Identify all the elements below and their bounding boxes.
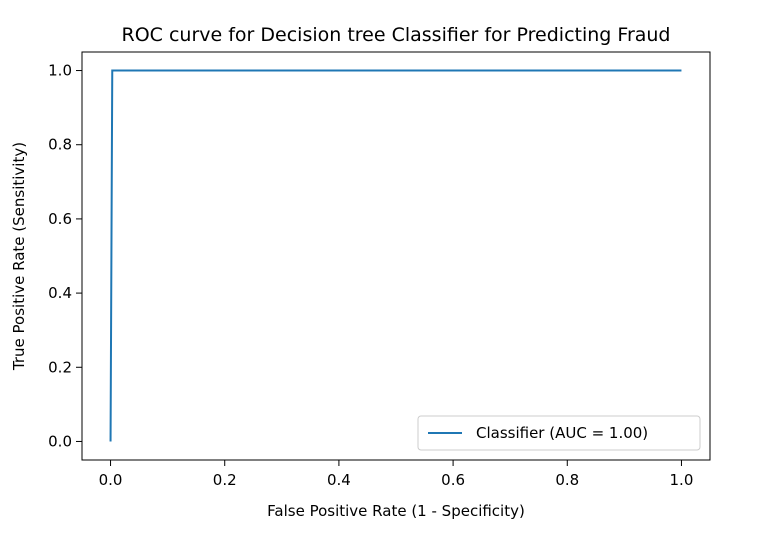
plot-area — [82, 52, 710, 460]
x-tick-label: 0.0 — [99, 471, 123, 489]
x-tick-label: 0.8 — [555, 471, 579, 489]
y-axis-label: True Positive Rate (Sensitivity) — [10, 142, 28, 371]
y-tick-label: 0.4 — [48, 284, 72, 302]
series-layer — [109, 69, 682, 442]
x-tick-label: 0.2 — [213, 471, 237, 489]
legend-label-classifier: Classifier (AUC = 1.00) — [476, 424, 648, 442]
chart-title: ROC curve for Decision tree Classifier f… — [122, 24, 671, 46]
y-axis-ticks: 0.0 0.2 0.4 0.6 0.8 1.0 — [48, 62, 82, 450]
y-tick-label: 0.2 — [48, 358, 72, 376]
x-tick-label: 1.0 — [670, 471, 694, 489]
legend: Classifier (AUC = 1.00) — [417, 415, 701, 451]
y-tick-label: 0.8 — [48, 136, 72, 154]
x-axis-label: False Positive Rate (1 - Specificity) — [267, 502, 525, 520]
series-line-0 — [109, 69, 682, 442]
x-tick-label: 0.4 — [327, 471, 351, 489]
x-tick-label: 0.6 — [441, 471, 465, 489]
x-axis-ticks: 0.0 0.2 0.4 0.6 0.8 1.0 — [99, 460, 694, 489]
legend-box — [417, 415, 701, 451]
y-tick-label: 0.6 — [48, 210, 72, 228]
y-tick-label: 0.0 — [48, 432, 72, 450]
y-tick-label: 1.0 — [48, 62, 72, 80]
plot-frame — [81, 51, 711, 461]
